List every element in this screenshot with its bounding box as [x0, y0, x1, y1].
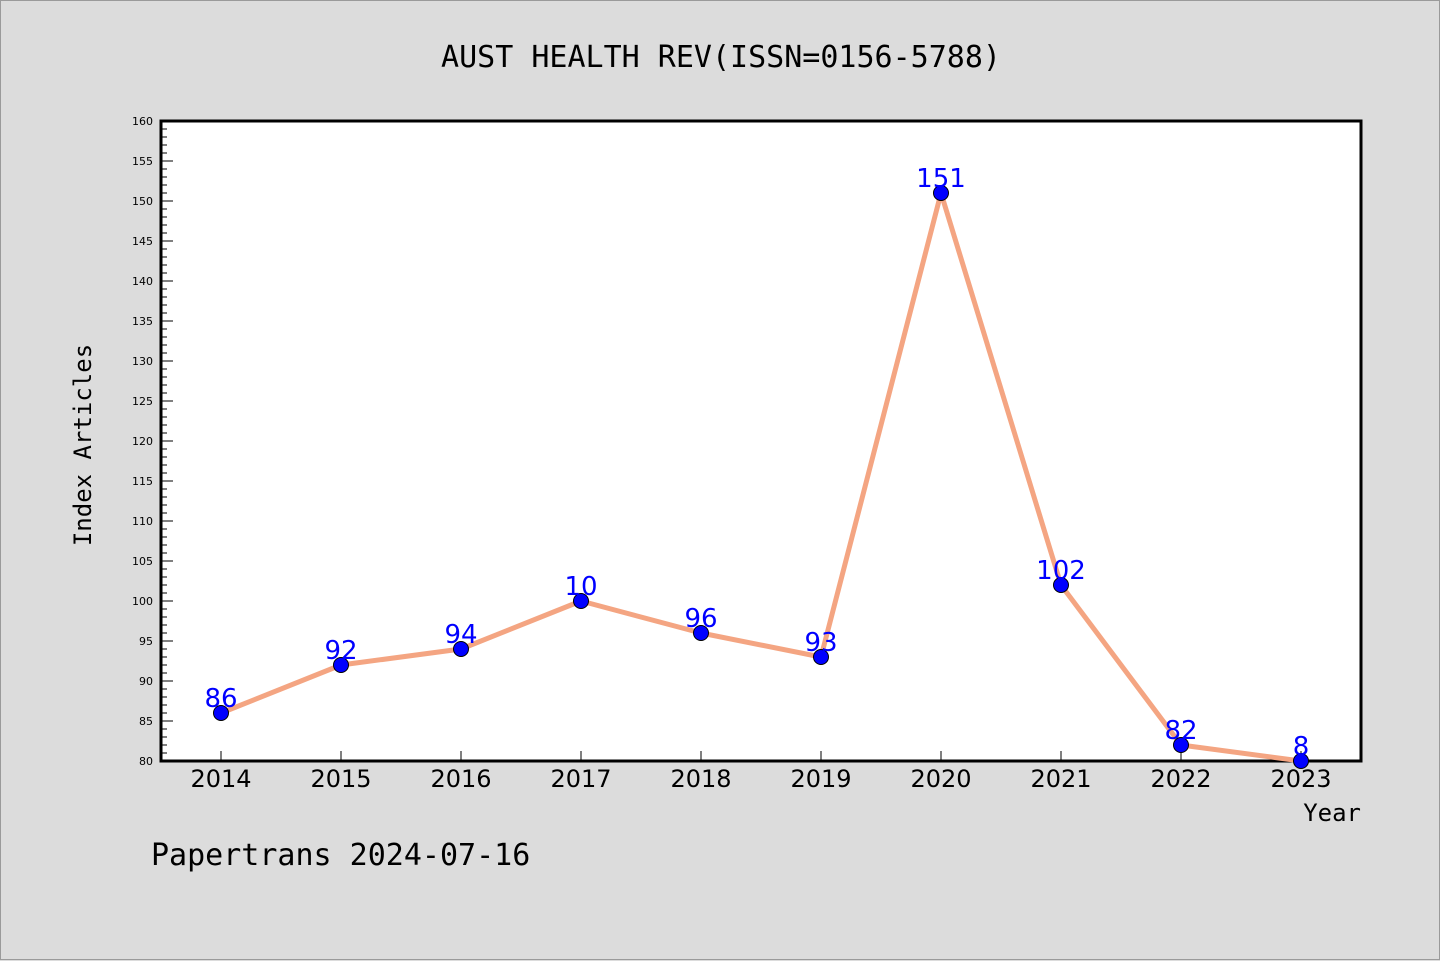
chart-title: AUST HEALTH REV(ISSN=0156-5788): [441, 40, 1001, 75]
data-point: [453, 641, 469, 657]
y-tick-label: 100: [132, 595, 153, 608]
data-label: 82: [1164, 716, 1197, 746]
y-tick-label: 115: [132, 475, 153, 488]
data-label: 94: [444, 620, 477, 650]
y-tick-label: 110: [132, 515, 153, 528]
y-axis: 80 85 90 95 100 105 110 115 120 125 130 135 140 145 15…: [132, 115, 173, 768]
x-tick-label: 2022: [1150, 765, 1211, 793]
x-tick-label: 2014: [190, 765, 251, 793]
data-label: 102: [1036, 556, 1086, 586]
data-point: [573, 593, 589, 609]
data-label: 151: [916, 164, 966, 194]
y-tick-label: 95: [139, 635, 153, 648]
plot-area: [159, 119, 1363, 763]
y-axis-label: Index Articles: [69, 344, 97, 546]
marker-group: [213, 185, 1309, 769]
x-tick-label: 2023: [1270, 765, 1331, 793]
y-tick-label: 130: [132, 355, 153, 368]
y-tick-label: 160: [132, 115, 153, 128]
x-axis-label: Year: [1303, 799, 1361, 827]
footer-credit: Papertrans 2024-07-16: [151, 838, 530, 873]
x-axis: 2014 2015 2016 2017 2018 2019 2020 2021 2022 2023: [190, 751, 1332, 793]
data-label: 86: [204, 684, 237, 714]
y-tick-label: 80: [139, 755, 153, 768]
data-point: [1053, 577, 1069, 593]
data-point: [1173, 737, 1189, 753]
data-point: [333, 657, 349, 673]
data-label: 8: [1293, 732, 1310, 762]
data-point: [1293, 753, 1309, 769]
data-label-group: 86 92 94 10 96 93 151 102 82 8: [204, 164, 1309, 762]
data-point: [813, 649, 829, 665]
data-label: 96: [684, 604, 717, 634]
data-point: [933, 185, 949, 201]
y-tick-label: 155: [132, 155, 153, 168]
x-tick-label: 2016: [430, 765, 491, 793]
series-line-group: [218, 190, 1304, 764]
x-tick-label: 2018: [670, 765, 731, 793]
y-tick-label: 140: [132, 275, 153, 288]
y-tick-label: 150: [132, 195, 153, 208]
x-tick-label: 2021: [1030, 765, 1091, 793]
y-tick-label: 105: [132, 555, 153, 568]
x-tick-label: 2019: [790, 765, 851, 793]
y-tick-label: 135: [132, 315, 153, 328]
x-tick-label: 2020: [910, 765, 971, 793]
data-label: 10: [564, 572, 597, 602]
y-tick-label: 85: [139, 715, 153, 728]
data-label: 92: [324, 636, 357, 666]
data-point: [693, 625, 709, 641]
data-point: [213, 705, 229, 721]
y-tick-label: 90: [139, 675, 153, 688]
y-tick-label: 125: [132, 395, 153, 408]
series-line: [218, 190, 1304, 764]
y-tick-label: 120: [132, 435, 153, 448]
x-tick-label: 2017: [550, 765, 611, 793]
y-tick-label: 145: [132, 235, 153, 248]
data-label: 93: [804, 628, 837, 658]
x-tick-label: 2015: [310, 765, 371, 793]
